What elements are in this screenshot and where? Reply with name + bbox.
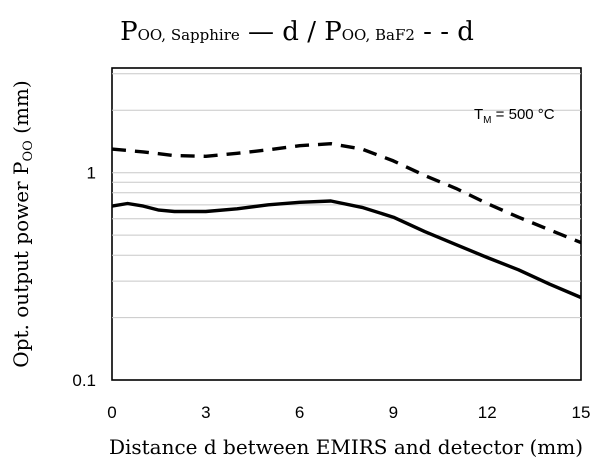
title-main-1: P xyxy=(120,17,138,47)
y-axis-label-sub: OO xyxy=(21,140,36,161)
plot-frame xyxy=(111,67,582,381)
y-tick-labels: 0.11 xyxy=(72,164,96,390)
title-sub-1: OO, Sapphire xyxy=(138,26,240,44)
y-tick-label: 1 xyxy=(87,164,96,183)
x-tick-label: 6 xyxy=(295,403,304,422)
x-tick-label: 0 xyxy=(107,403,116,422)
y-axis-label-main: Opt. output power P xyxy=(9,162,33,368)
x-tick-label: 9 xyxy=(389,403,398,422)
chart-title: POO, Sapphire — d / POO, BaF2 - - d xyxy=(120,17,474,47)
title-main-2: P xyxy=(324,17,342,47)
title-dash-2: - - d xyxy=(415,17,474,47)
series-group xyxy=(111,141,582,300)
x-tick-label: 3 xyxy=(201,403,210,422)
annotation-rest: = 500 °C xyxy=(492,106,555,123)
title-dash-1: — d / xyxy=(240,17,324,47)
annotation-main: T xyxy=(474,106,483,123)
title-sub-2: OO, BaF2 xyxy=(342,26,415,44)
y-axis-label: Opt. output power POO (mm) xyxy=(9,80,36,367)
x-tick-labels: 0 3 6 9 12 15 xyxy=(107,403,590,422)
x-axis-label: Distance d between EMIRS and detector (m… xyxy=(109,435,583,459)
series-line-1 xyxy=(111,199,582,300)
series-line-2 xyxy=(111,141,582,245)
x-tick-label: 12 xyxy=(478,403,497,422)
x-tick-label: 15 xyxy=(572,403,591,422)
gridlines xyxy=(112,73,581,319)
y-axis-label-unit: (mm) xyxy=(9,80,33,140)
annotation: TM = 500 °C xyxy=(474,106,555,126)
annotation-sub: M xyxy=(483,115,491,126)
y-tick-label: 0.1 xyxy=(72,371,96,390)
